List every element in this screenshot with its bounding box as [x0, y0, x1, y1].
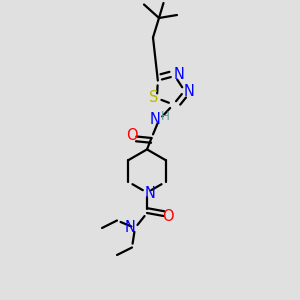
Text: O: O: [163, 209, 174, 224]
Text: N: N: [150, 112, 160, 127]
Text: N: N: [145, 186, 155, 201]
Text: N: N: [125, 220, 136, 236]
Text: O: O: [126, 128, 137, 143]
Text: S: S: [149, 90, 159, 105]
Text: N: N: [173, 67, 184, 82]
Text: H: H: [161, 110, 170, 124]
Text: N: N: [184, 84, 195, 99]
